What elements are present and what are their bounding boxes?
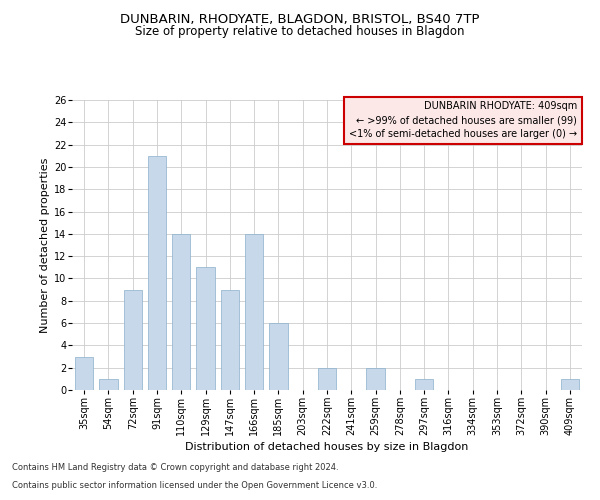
Text: DUNBARIN RHODYATE: 409sqm
← >99% of detached houses are smaller (99)
<1% of semi: DUNBARIN RHODYATE: 409sqm ← >99% of deta… (349, 102, 577, 140)
Bar (221, 290, 239, 390)
X-axis label: Distribution of detached houses by size in Blagdon: Distribution of detached houses by size … (185, 442, 469, 452)
Text: Contains public sector information licensed under the Open Government Licence v3: Contains public sector information licen… (12, 481, 377, 490)
Bar (172, 234, 190, 390)
Bar (415, 379, 433, 390)
Text: Size of property relative to detached houses in Blagdon: Size of property relative to detached ho… (135, 25, 465, 38)
Bar (367, 368, 385, 390)
Text: DUNBARIN, RHODYATE, BLAGDON, BRISTOL, BS40 7TP: DUNBARIN, RHODYATE, BLAGDON, BRISTOL, BS… (120, 12, 480, 26)
Bar (269, 323, 287, 390)
Bar (75, 356, 93, 390)
Bar (124, 290, 142, 390)
Bar (245, 234, 263, 390)
Bar (148, 156, 166, 390)
Bar (196, 268, 215, 390)
Y-axis label: Number of detached properties: Number of detached properties (40, 158, 50, 332)
Bar (561, 379, 579, 390)
Bar (318, 368, 336, 390)
Bar (100, 379, 118, 390)
Text: Contains HM Land Registry data © Crown copyright and database right 2024.: Contains HM Land Registry data © Crown c… (12, 464, 338, 472)
